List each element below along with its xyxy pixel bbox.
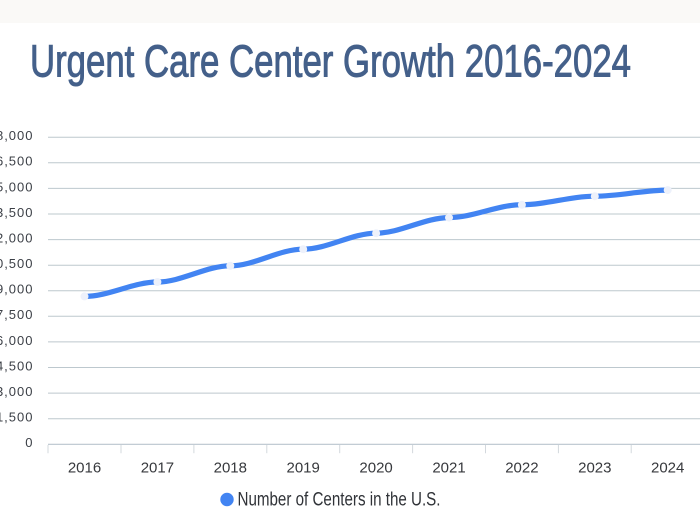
svg-text:2024: 2024 — [651, 460, 684, 477]
svg-text:13,500: 13,500 — [0, 205, 34, 220]
svg-text:9,000: 9,000 — [0, 282, 34, 297]
svg-text:15,000: 15,000 — [0, 179, 34, 194]
svg-text:2016: 2016 — [68, 460, 101, 477]
svg-text:10,500: 10,500 — [0, 256, 34, 271]
svg-text:18,000: 18,000 — [0, 128, 34, 143]
svg-text:2023: 2023 — [578, 460, 611, 477]
svg-text:16,500: 16,500 — [0, 154, 34, 169]
svg-text:0: 0 — [25, 435, 33, 450]
svg-text:2022: 2022 — [505, 460, 538, 477]
svg-text:7,500: 7,500 — [0, 307, 34, 322]
svg-text:2021: 2021 — [432, 460, 465, 477]
svg-text:2020: 2020 — [359, 460, 392, 477]
svg-text:12,000: 12,000 — [0, 231, 34, 246]
svg-text:6,000: 6,000 — [0, 333, 34, 348]
svg-text:2018: 2018 — [214, 460, 247, 477]
svg-text:2019: 2019 — [287, 460, 320, 477]
svg-text:3,000: 3,000 — [0, 384, 34, 399]
svg-text:2017: 2017 — [141, 460, 174, 477]
svg-text:Urgent Care Center Growth 2016: Urgent Care Center Growth 2016-2024 — [30, 36, 631, 87]
svg-text:4,500: 4,500 — [0, 358, 34, 373]
svg-text:1,500: 1,500 — [0, 410, 34, 425]
svg-text:Number of Centers in the U.S.: Number of Centers in the U.S. — [238, 490, 441, 511]
